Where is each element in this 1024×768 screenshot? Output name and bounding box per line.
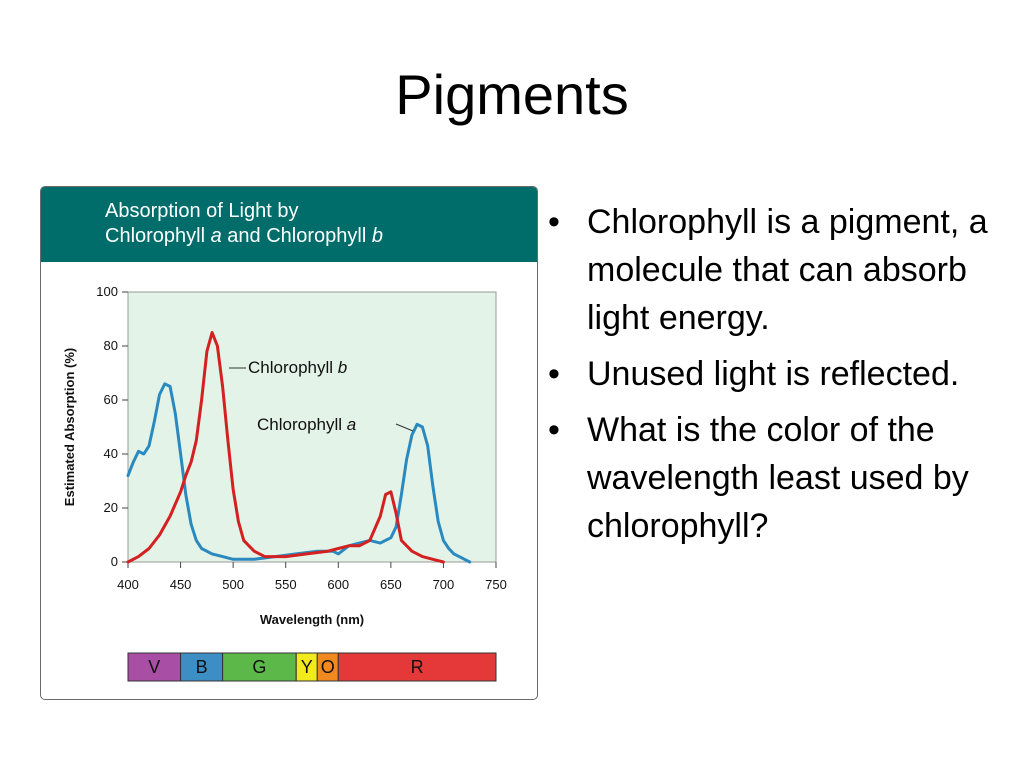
spectrum-band-label: B [196,657,208,677]
annotation-text: Chlorophyll [248,358,338,377]
x-tick-label: 450 [170,577,192,592]
slide-title: Pigments [395,63,629,126]
absorption-chart: 0 20 40 60 80 100 400 450 500 550 600 650 700 750 Wave… [62,284,507,682]
bullet-item: • Unused light is reflected. [548,350,1008,398]
bullet-item: • What is the color of the wavelength lea… [548,406,1008,550]
series-line-chlorophyll-b [126,331,445,564]
spectrum-band-g [222,652,297,682]
bullet-item: • Chlorophyll is a pigment, a molecule th… [548,198,1008,342]
y-tick-label: 20 [104,500,118,515]
figure-title-line1: Absorption of Light by [105,200,299,222]
x-tick-label: 600 [327,577,349,592]
bullet-list: • Chlorophyll is a pigment, a molecule th… [548,198,1008,558]
annotation-chlorophyll-b: Chlorophyll b [248,358,347,377]
figure-title-text-1: Chlorophyll [105,225,211,247]
figure-title-letter-b: b [371,225,383,247]
figure-title-line2: Chlorophyll a and Chlorophyll b [105,224,383,249]
x-tick-label: 400 [117,577,139,592]
figure-title-letter-a: a [210,225,222,247]
y-tick-label: 0 [111,554,118,569]
bullet-text: Unused light is reflected. [587,355,960,393]
x-tick-label: 650 [380,577,402,592]
figure-panel: Absorption of Light by Chlorophyll a and… [40,186,538,700]
figure-title: Absorption of Light by Chlorophyll a and… [105,199,383,249]
annotation-letter: b [338,358,347,377]
annotation-leader-chlorophyll-a [395,423,414,432]
y-axis-label: Estimated Absorption (%) [62,348,77,506]
x-tick-label: 750 [485,577,507,592]
y-tick-label: 100 [96,284,118,299]
x-tick-label: 550 [275,577,297,592]
annotation-chlorophyll-a: Chlorophyll a [257,415,356,434]
spectrum-band-label: G [252,657,266,677]
y-tick-label: 80 [104,338,118,353]
spectrum-band-label: O [321,657,335,677]
x-tick-label: 700 [433,577,455,592]
x-axis-label: Wavelength (nm) [260,612,364,627]
spectrum-band-label: R [411,657,424,677]
spectrum-band-v [127,652,182,682]
bullet-marker: • [548,411,560,449]
y-tick-label: 60 [104,392,118,407]
y-tick-label: 40 [104,446,118,461]
figure-header [41,187,537,262]
bullet-text: What is the color of the wavelength leas… [587,411,969,545]
annotation-text: Chlorophyll [257,415,347,434]
spectrum-band-label: V [148,657,160,677]
figure-title-text-2: and Chlorophyll [221,225,372,247]
x-tick-label: 500 [222,577,244,592]
bullet-marker: • [548,203,560,241]
annotation-letter: a [347,415,356,434]
bullet-marker: • [548,355,560,393]
spectrum-band-r [337,652,497,682]
bullet-text: Chlorophyll is a pigment, a molecule tha… [587,203,988,337]
spectrum-band-label: Y [301,657,313,677]
